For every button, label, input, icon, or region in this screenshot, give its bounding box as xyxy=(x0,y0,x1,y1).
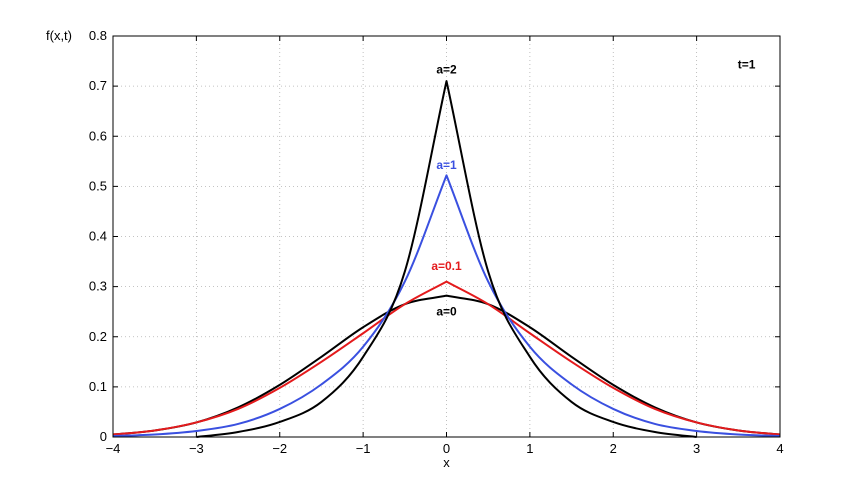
y-tick-label: 0 xyxy=(100,429,107,444)
annotation-label: a=1 xyxy=(436,158,457,172)
x-tick-label: 4 xyxy=(776,441,783,456)
annotation-label: a=0 xyxy=(436,305,457,319)
y-axis-label: f(x,t) xyxy=(46,28,72,43)
x-tick-label: −1 xyxy=(356,441,371,456)
y-tick-label: 0.7 xyxy=(89,78,107,93)
series-line-a-1 xyxy=(112,174,781,437)
y-tick-label: 0.5 xyxy=(89,178,107,193)
series-curves xyxy=(112,80,781,438)
annotation-label: a=0.1 xyxy=(431,259,462,273)
y-tick-label: 0.2 xyxy=(89,329,107,344)
y-tick-label: 0.6 xyxy=(89,128,107,143)
annotation-label: a=2 xyxy=(436,63,457,77)
series-line-a-0-1 xyxy=(112,280,781,436)
x-axis-label: x xyxy=(443,455,450,470)
y-tick-label: 0.1 xyxy=(89,379,107,394)
x-tick-label: −2 xyxy=(272,441,287,456)
annotations: a=2 a=1 a=0.1 a=0 t=1 xyxy=(431,58,755,319)
y-tick-label: 0.8 xyxy=(89,28,107,43)
x-tick-label: −3 xyxy=(189,441,204,456)
series-line-a-2 xyxy=(196,80,697,438)
tick-labels: −4 −3 −2 −1 0 1 2 3 4 0 0.1 0.2 0.3 0.4 0.5 0.6 0.7 0.8 xyxy=(89,28,784,456)
y-tick-label: 0.4 xyxy=(89,229,107,244)
x-tick-label: 3 xyxy=(693,441,700,456)
x-tick-label: 0 xyxy=(443,441,450,456)
x-tick-label: −4 xyxy=(106,441,121,456)
x-tick-label: 2 xyxy=(610,441,617,456)
axis-ticks xyxy=(112,35,781,438)
annotation-label: t=1 xyxy=(738,58,756,72)
y-tick-label: 0.3 xyxy=(89,279,107,294)
x-tick-label: 1 xyxy=(526,441,533,456)
grid-lines xyxy=(113,36,780,437)
